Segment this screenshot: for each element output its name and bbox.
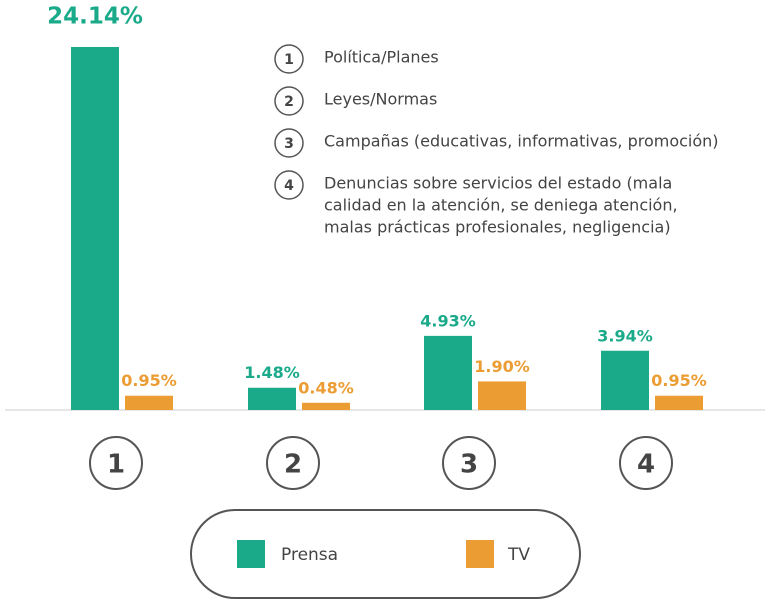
category-circle — [89, 436, 143, 490]
category-circle — [442, 436, 496, 490]
category-circle — [619, 436, 673, 490]
data-label: 1.90% — [474, 357, 530, 376]
bar — [71, 47, 119, 410]
x-tick-label: 1 — [107, 450, 125, 480]
data-label: 0.95% — [651, 371, 707, 390]
bar — [655, 395, 703, 410]
bar — [478, 381, 526, 410]
data-label: 0.95% — [121, 371, 177, 390]
note-number: 3 — [284, 136, 294, 152]
bar — [302, 402, 350, 410]
category-circle — [266, 436, 320, 490]
legend-box — [190, 509, 581, 599]
note-number: 4 — [284, 178, 294, 194]
data-label: 0.48% — [298, 378, 354, 397]
data-label: 1.48% — [244, 363, 300, 382]
note-text: malas prácticas profesionales, negligenc… — [324, 218, 671, 237]
bar — [601, 350, 649, 410]
note-number: 2 — [284, 94, 294, 110]
legend-swatch — [237, 540, 265, 568]
bar — [125, 395, 173, 410]
note-circle — [274, 170, 304, 200]
data-label: 3.94% — [597, 326, 653, 345]
note-circle — [274, 86, 304, 116]
note-text: Denuncias sobre servicios del estado (ma… — [324, 174, 672, 193]
legend-swatch — [466, 540, 494, 568]
note-circle — [274, 128, 304, 158]
legend-label: TV — [507, 545, 530, 565]
note-text: Política/Planes — [324, 48, 439, 67]
note-text: Leyes/Normas — [324, 90, 437, 109]
legend-label: Prensa — [281, 545, 338, 565]
bar — [248, 387, 296, 410]
data-label: 24.14% — [47, 4, 143, 30]
note-text: Campañas (educativas, informativas, prom… — [324, 132, 719, 151]
note-number: 1 — [284, 52, 294, 68]
note-circle — [274, 44, 304, 74]
data-label: 4.93% — [420, 311, 476, 330]
x-tick-label: 2 — [284, 450, 302, 480]
x-tick-label: 3 — [460, 450, 478, 480]
note-text: calidad en la atención, se deniega atenc… — [324, 196, 678, 215]
bar — [424, 335, 472, 410]
x-tick-label: 4 — [637, 450, 655, 480]
